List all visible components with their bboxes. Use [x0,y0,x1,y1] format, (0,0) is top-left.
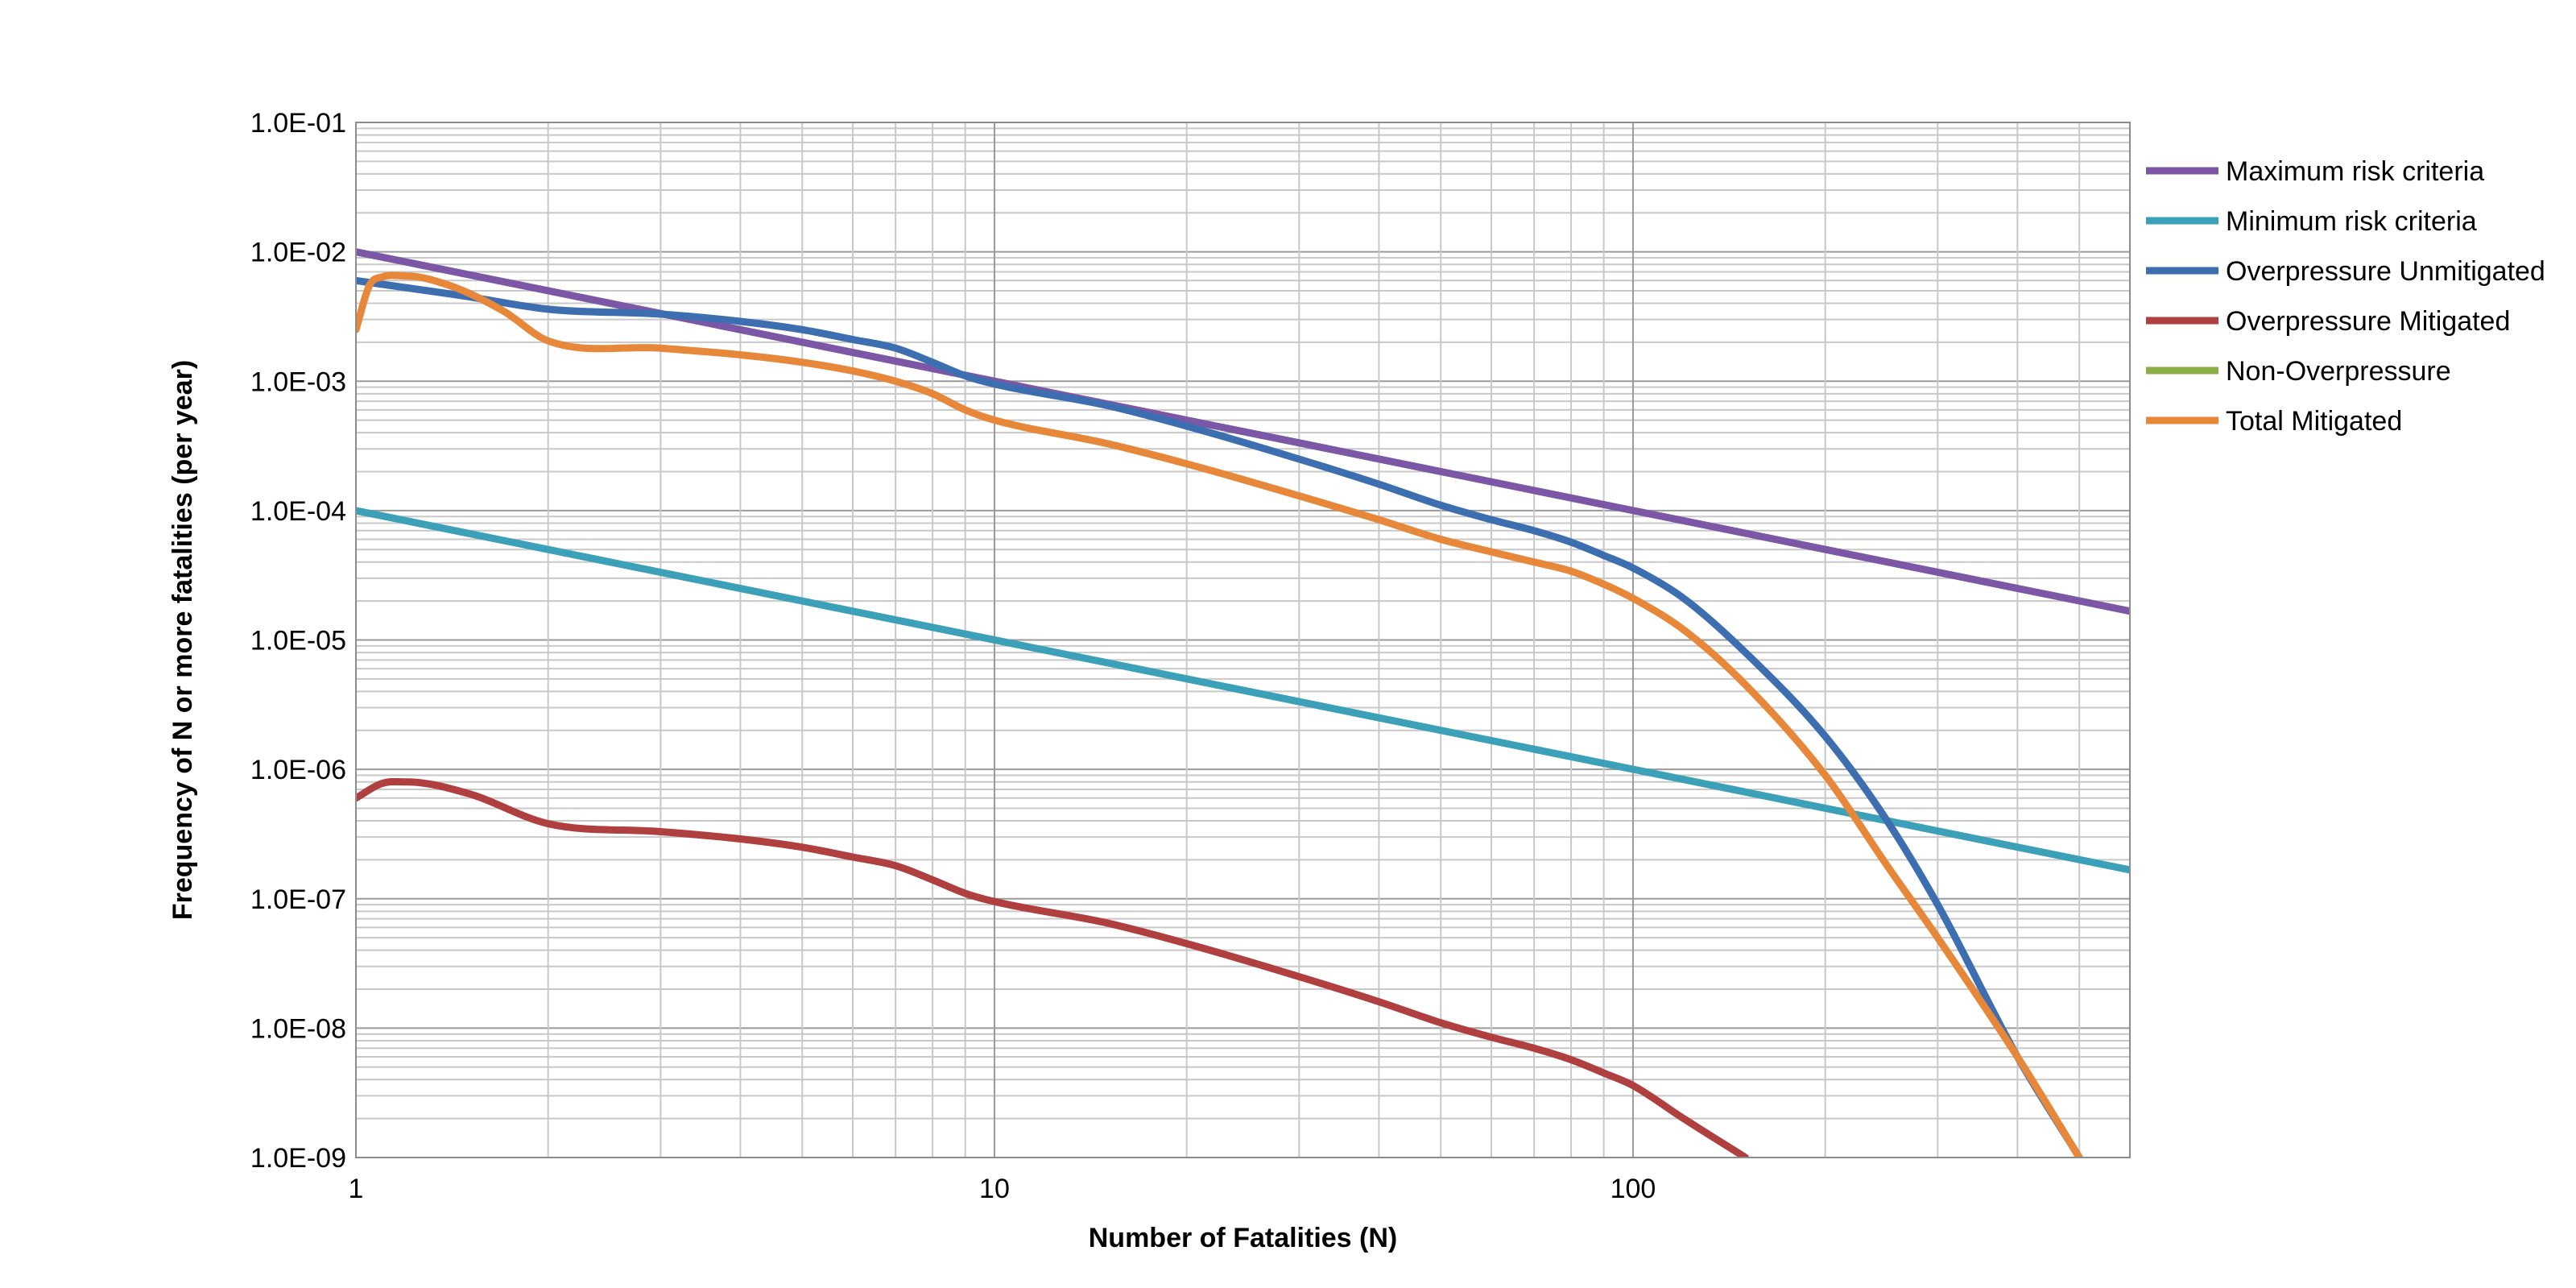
x-axis-ticks: 1 10 100 [349,1174,1656,1204]
y-tick-label: 1.0E-02 [250,238,346,268]
y-tick-label: 1.0E-03 [250,367,346,397]
x-tick-label: 10 [979,1174,1010,1204]
y-tick-label: 1.0E-04 [250,496,346,527]
plot-series [356,248,2130,1158]
y-axis-ticks: 1.0E-09 1.0E-08 1.0E-07 1.0E-06 1.0E-05 1.0E-… [250,108,346,1174]
plot-border [355,122,2131,1158]
y-tick-label: 1.0E-01 [250,108,346,139]
legend-label-maximum-risk-criteria: Maximum risk criteria [2226,156,2484,187]
x-tick-label: 1 [349,1174,364,1204]
y-tick-label: 1.0E-05 [250,626,346,656]
y-tick-label: 1.0E-08 [250,1013,346,1044]
legend-label-overpressure-unmitigated: Overpressure Unmitigated [2226,256,2545,287]
legend: Maximum risk criteria Minimum risk criter… [2146,156,2545,437]
y-tick-label: 1.0E-06 [250,755,346,785]
y-tick-label: 1.0E-09 [250,1143,346,1174]
legend-label-overpressure-mitigated: Overpressure Mitigated [2226,306,2510,337]
series-line-minimum-risk-criteria [356,507,2130,874]
y-tick-label: 1.0E-07 [250,884,346,915]
x-tick-label: 100 [1611,1174,1656,1204]
y-axis-title: Frequency of N or more fatalities (per y… [167,360,198,920]
series-line-overpressure-unmitigated [356,276,2083,1158]
series-line-overpressure-mitigated [356,777,1750,1158]
legend-label-non-overpressure: Non-Overpressure [2226,356,2451,387]
series-line-total-mitigated [356,271,2083,1158]
legend-label-minimum-risk-criteria: Minimum risk criteria [2226,206,2477,237]
x-axis-title: Number of Fatalities (N) [1089,1223,1397,1253]
legend-label-total-mitigated: Total Mitigated [2226,406,2402,437]
